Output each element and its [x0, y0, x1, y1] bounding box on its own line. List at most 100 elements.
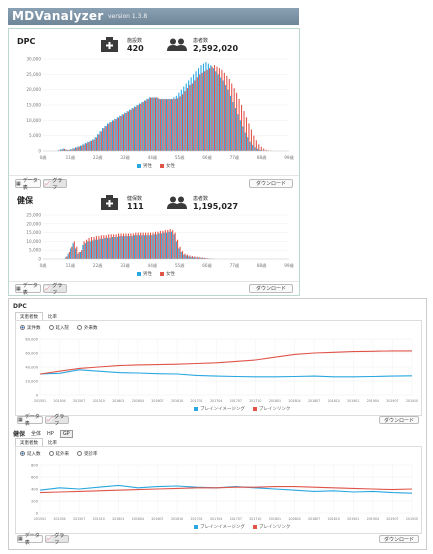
- bar: [170, 231, 172, 259]
- graph-button[interactable]: 📈 グラフ: [45, 414, 69, 427]
- download-button[interactable]: ダウンロード: [249, 179, 293, 188]
- bar: [121, 236, 123, 259]
- series-line: [39, 486, 413, 494]
- radio-item[interactable]: 外来数: [77, 325, 98, 331]
- y-tick-label: 0: [36, 512, 39, 516]
- radio-item[interactable]: 実件数: [20, 325, 41, 331]
- bar: [161, 98, 163, 151]
- radio-item[interactable]: 受診率: [77, 451, 98, 457]
- data-table-button[interactable]: ▦ データ表: [15, 178, 41, 191]
- data-table-button[interactable]: ▦ データ表: [17, 414, 43, 427]
- bar: [82, 144, 84, 151]
- bar: [142, 102, 144, 151]
- bar: [238, 98, 240, 151]
- data-table-button[interactable]: ▦ データ表: [17, 533, 43, 546]
- kenpo-age-legend: 男性 女性: [137, 271, 175, 277]
- y-tick-label: 0: [36, 394, 39, 398]
- bar: [104, 125, 106, 151]
- kenpo-trend-header: 健保 全体 HP GP: [13, 429, 73, 438]
- bar: [258, 144, 260, 151]
- dpc-trend-legend: ブレインイメージング ブレインリンク: [194, 406, 290, 412]
- y-tick-label: 800: [31, 464, 39, 468]
- graph-button[interactable]: 📈 グラフ: [43, 283, 67, 296]
- download-button[interactable]: ダウンロード: [379, 416, 419, 424]
- bar: [145, 100, 147, 151]
- y-tick-label: 15,000: [26, 103, 41, 108]
- bar: [150, 232, 152, 259]
- y-tick-label: 5,000: [29, 133, 41, 138]
- bar: [180, 89, 182, 151]
- bar: [114, 118, 116, 151]
- bar: [190, 256, 192, 259]
- bar: [212, 68, 214, 151]
- toggle-all[interactable]: 全体: [31, 431, 42, 437]
- bar: [147, 232, 149, 259]
- bar: [184, 253, 186, 259]
- x-tick-label: 201901: [347, 517, 359, 521]
- dpc-trend-title: DPC: [13, 303, 27, 310]
- bar: [191, 256, 193, 259]
- x-tick-label: 201904: [367, 517, 379, 521]
- bar: [261, 150, 264, 151]
- bar: [196, 256, 198, 259]
- bar: [98, 134, 100, 151]
- hospital-icon: [101, 195, 118, 210]
- bar: [191, 83, 193, 151]
- x-tick-label: 201704: [210, 399, 222, 403]
- bar: [132, 108, 134, 151]
- bar: [215, 71, 217, 151]
- bar: [111, 120, 113, 151]
- bar: [88, 142, 90, 151]
- y-tick-label: 20,000: [26, 221, 41, 226]
- radio-item[interactable]: 延入院: [48, 325, 69, 331]
- kenpo-trend-radios: 延入数 延外来 受診率: [20, 451, 98, 457]
- bar: [103, 128, 105, 151]
- bar: [201, 257, 203, 259]
- bar: [207, 258, 209, 259]
- tab-patients[interactable]: 実患者数: [15, 312, 43, 321]
- bar: [164, 229, 166, 259]
- bar: [163, 98, 165, 151]
- bar: [220, 77, 222, 151]
- x-tick-label: 201807: [308, 399, 320, 403]
- bar: [201, 72, 203, 151]
- radio-item[interactable]: 延入数: [20, 451, 41, 457]
- bar: [108, 123, 110, 151]
- tab-ratio[interactable]: 比率: [43, 438, 62, 447]
- bar: [183, 254, 185, 259]
- bar: [157, 97, 159, 151]
- bar: [211, 66, 213, 151]
- toggle-hp[interactable]: HP: [47, 430, 54, 437]
- bar: [154, 97, 157, 151]
- bar: [138, 235, 141, 259]
- graph-button[interactable]: 📈 グラフ: [43, 178, 67, 191]
- download-button[interactable]: ダウンロード: [379, 535, 419, 543]
- bar: [152, 97, 154, 151]
- tab-ratio[interactable]: 比率: [43, 312, 62, 321]
- toggle-gp[interactable]: GP: [59, 429, 73, 438]
- download-button[interactable]: ダウンロード: [249, 284, 293, 293]
- bar: [65, 149, 67, 151]
- bar: [143, 235, 145, 259]
- kenpo-facilities-value: 111: [127, 202, 144, 211]
- bottom-panel: DPC 実患者数 比率 実件数 延入院 外来数 0 20,000 40,000 60,…: [8, 298, 427, 550]
- bar: [159, 99, 161, 151]
- radio-item[interactable]: 延外来: [48, 451, 69, 457]
- bar: [100, 131, 102, 151]
- tab-patients[interactable]: 実患者数: [15, 438, 43, 447]
- kenpo-facilities-label: 健保数: [127, 196, 143, 202]
- bar: [58, 150, 61, 151]
- data-table-button[interactable]: ▦ データ表: [15, 283, 41, 296]
- bar: [71, 149, 73, 151]
- bar: [150, 97, 152, 151]
- bar: [124, 236, 126, 259]
- y-tick-label: 25,000: [26, 72, 41, 77]
- bar: [142, 232, 144, 259]
- graph-button[interactable]: 📈 グラフ: [45, 533, 69, 546]
- bar: [68, 150, 70, 151]
- legend-series-1: ブレインイメージング: [194, 406, 245, 412]
- y-tick-label: 25,000: [26, 213, 41, 218]
- bar: [83, 241, 85, 259]
- legend-series-2: ブレインリンク: [252, 524, 290, 530]
- bar: [194, 256, 196, 259]
